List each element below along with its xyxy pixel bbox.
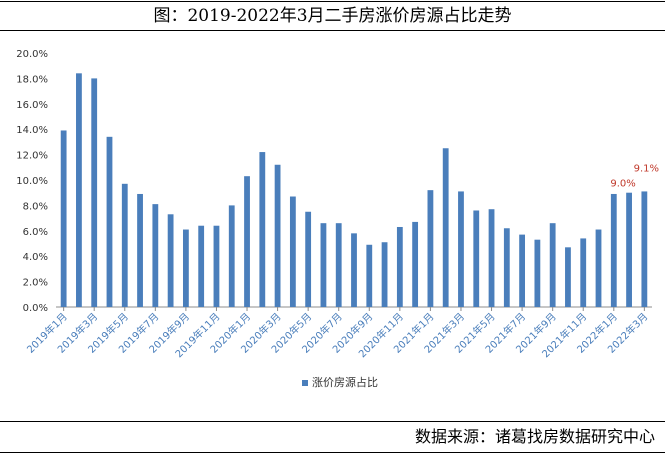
bar bbox=[228, 205, 235, 307]
top-border bbox=[0, 1, 665, 2]
bar bbox=[503, 228, 510, 307]
y-tick-label: 10.0% bbox=[16, 176, 48, 187]
bar bbox=[137, 193, 143, 307]
bar bbox=[381, 242, 388, 307]
bar bbox=[351, 233, 357, 307]
bar bbox=[442, 148, 449, 307]
bar bbox=[91, 78, 98, 308]
page-title: 图：2019-2022年3月二手房涨价房源占比走势 bbox=[153, 6, 512, 26]
bar bbox=[412, 221, 419, 307]
bar bbox=[320, 223, 327, 307]
bottom-border bbox=[0, 452, 665, 453]
bar-chart: 0.0% 2.0% 4.0% 6.0% 8.0% 10.0% 12.0% 14.0% 16.0%… bbox=[16, 49, 659, 389]
bar bbox=[610, 193, 617, 307]
bar bbox=[473, 210, 480, 307]
y-tick-label: 8.0% bbox=[23, 201, 48, 212]
bar bbox=[244, 176, 250, 307]
bar bbox=[565, 247, 571, 307]
bar bbox=[182, 229, 189, 307]
title-divider bbox=[0, 30, 665, 31]
bar bbox=[396, 226, 403, 307]
bar bbox=[305, 211, 312, 307]
bar bbox=[534, 239, 541, 307]
bar bbox=[366, 244, 373, 307]
bar bbox=[76, 73, 82, 307]
bar bbox=[152, 204, 159, 307]
bar bbox=[335, 223, 342, 307]
bar bbox=[458, 191, 464, 307]
data-label: 9.1% bbox=[634, 163, 659, 174]
bar bbox=[198, 225, 205, 307]
y-tick-label: 4.0% bbox=[23, 252, 48, 263]
data-source: 数据来源：诸葛找房数据研究中心 bbox=[414, 427, 655, 446]
y-tick-label: 20.0% bbox=[16, 49, 48, 60]
y-tick-label: 14.0% bbox=[16, 125, 48, 136]
y-tick-label: 6.0% bbox=[23, 227, 48, 238]
bar bbox=[274, 164, 281, 307]
bar bbox=[641, 191, 648, 307]
bar bbox=[580, 238, 587, 307]
bar bbox=[488, 209, 495, 307]
data-label: 9.0% bbox=[610, 179, 635, 190]
bar bbox=[121, 183, 128, 307]
y-tick-label: 12.0% bbox=[16, 151, 48, 162]
bar bbox=[626, 192, 632, 307]
bar bbox=[289, 196, 296, 307]
bar bbox=[213, 225, 220, 307]
bar bbox=[549, 223, 556, 307]
bar bbox=[167, 214, 174, 307]
y-tick-label: 0.0% bbox=[23, 303, 48, 314]
bar bbox=[595, 229, 602, 307]
bar bbox=[60, 130, 67, 307]
legend-swatch bbox=[302, 380, 308, 386]
y-tick-label: 2.0% bbox=[23, 278, 48, 289]
y-tick-label: 18.0% bbox=[16, 74, 48, 85]
source-divider bbox=[0, 421, 665, 422]
bar bbox=[427, 190, 434, 307]
bar bbox=[106, 136, 113, 307]
y-tick-label: 16.0% bbox=[16, 100, 48, 111]
bar bbox=[519, 234, 526, 307]
bar bbox=[259, 152, 266, 307]
legend-label: 涨价房源占比 bbox=[312, 375, 378, 389]
